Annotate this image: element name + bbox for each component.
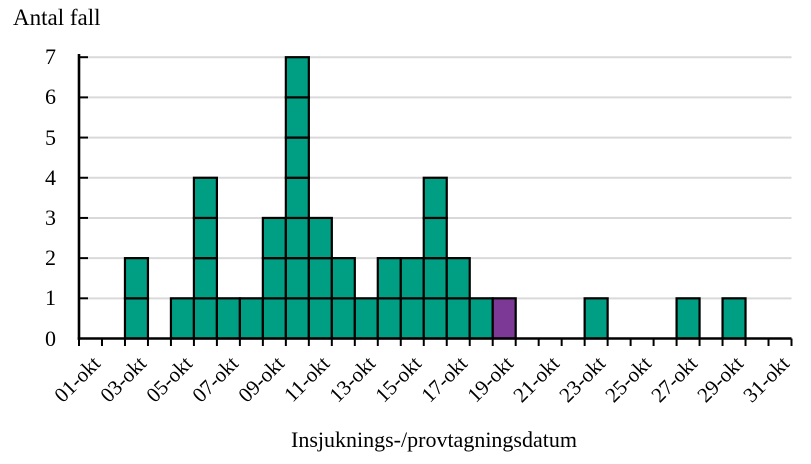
- bar-cell: [192, 257, 219, 300]
- bar-cell: [284, 216, 310, 260]
- bar-cell: [215, 297, 241, 340]
- y-axis-title: Antal fall: [13, 5, 101, 30]
- y-tick-label: 0: [45, 325, 56, 351]
- y-tick-label: 6: [45, 84, 56, 110]
- bar-cell: [330, 257, 356, 300]
- bar-cell: [192, 176, 219, 220]
- y-tick-label: 2: [45, 245, 56, 271]
- y-tick-label: 5: [45, 124, 56, 150]
- bar-cell: [192, 297, 219, 340]
- bar-cell: [399, 297, 425, 340]
- x-axis-title: Insjuknings-/provtagningsdatum: [291, 427, 577, 452]
- bar-cell: [330, 297, 356, 340]
- bar-cell: [422, 257, 448, 300]
- bar-cell: [169, 297, 196, 340]
- bar-cell: [238, 297, 264, 340]
- bar-cell: [353, 297, 379, 340]
- bar-cell: [261, 297, 287, 340]
- bar-cell: [261, 257, 287, 300]
- bar-cell: [675, 297, 701, 340]
- bar-cell: [284, 136, 310, 179]
- bar-cell: [445, 297, 471, 340]
- bar-cell: [307, 257, 333, 300]
- bar-cell: [307, 216, 333, 260]
- bar-cell: [491, 297, 517, 340]
- bar-cell: [422, 176, 448, 220]
- bar-cell: [721, 297, 747, 340]
- bar-cell: [399, 257, 425, 300]
- y-tick-label: 3: [45, 204, 56, 230]
- bar-cell: [284, 297, 310, 340]
- bar-cell: [123, 257, 150, 300]
- bar-cell: [376, 297, 402, 340]
- bar-cell: [261, 216, 287, 260]
- y-tick-label: 7: [45, 44, 56, 70]
- bar-cell: [284, 56, 310, 99]
- bar-cell: [192, 216, 219, 260]
- bar-cell: [284, 96, 310, 139]
- bar-cell: [468, 297, 494, 340]
- bar-cell: [422, 297, 448, 340]
- bar-cell: [376, 257, 402, 300]
- bar-cell: [307, 297, 333, 340]
- bar-cell: [422, 216, 448, 260]
- bar-cell: [284, 257, 310, 300]
- bar-cell: [123, 297, 150, 340]
- bar-cell: [445, 257, 471, 300]
- bar-cell: [284, 176, 310, 220]
- bar-cell: [583, 297, 609, 340]
- y-tick-label: 1: [45, 285, 56, 311]
- y-tick-label: 4: [45, 164, 56, 190]
